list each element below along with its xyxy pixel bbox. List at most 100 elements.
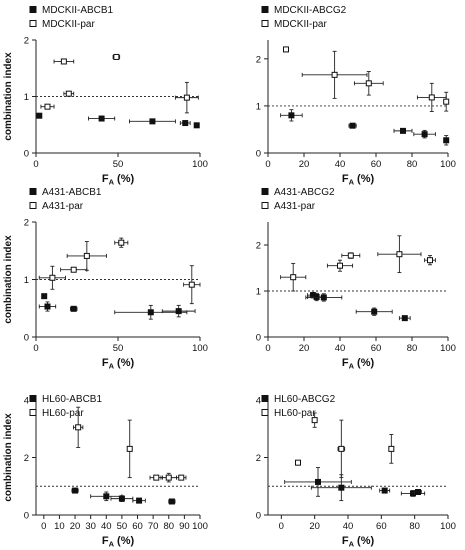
x-tick-label: 90 — [179, 521, 190, 532]
filled-marker — [147, 309, 154, 316]
x-tick-label: 20 — [309, 521, 320, 532]
data-point — [132, 497, 146, 504]
data-point — [71, 487, 79, 494]
data-point — [160, 472, 178, 483]
legend-label: MDCKII-par — [42, 19, 95, 30]
data-point — [60, 266, 88, 273]
y-tick-label: 0 — [256, 333, 261, 344]
x-tick-label: 0 — [279, 521, 284, 532]
data-point — [295, 459, 301, 466]
x-axis-label: FA (%) — [342, 173, 375, 187]
y-tick-label: 2 — [256, 241, 261, 252]
legend-marker — [261, 188, 269, 195]
data-point — [114, 304, 188, 320]
open-marker — [443, 98, 450, 105]
data-point — [129, 118, 176, 125]
x-tick-label: 40 — [101, 521, 112, 532]
x-tick-label: 100 — [440, 343, 456, 354]
data-point — [38, 265, 66, 290]
open-marker — [338, 445, 345, 452]
data-point — [69, 305, 78, 312]
x-tick-label: 30 — [85, 521, 96, 532]
y-tick-label: 1 — [24, 92, 29, 103]
x-tick-label: 20 — [299, 343, 310, 354]
x-tick-label: 60 — [132, 521, 143, 532]
open-marker — [153, 474, 160, 481]
open-marker — [365, 80, 372, 87]
x-tick-label: 50 — [113, 159, 124, 170]
legend-marker — [29, 202, 37, 209]
data-point — [168, 498, 176, 505]
data-point — [53, 58, 75, 65]
open-marker — [60, 58, 67, 65]
data-point — [414, 489, 422, 495]
x-tick-label: 80 — [407, 343, 418, 354]
y-tick-label: 0 — [256, 511, 261, 522]
y-tick-label: 1 — [256, 101, 261, 112]
data-point — [301, 50, 368, 99]
x-tick-label: 100 — [192, 159, 208, 170]
data-point — [305, 293, 343, 302]
legend-marker — [261, 6, 269, 13]
legend-label: HL60-par — [274, 408, 316, 419]
x-tick-label: 0 — [41, 521, 46, 532]
x-tick-label: 100 — [192, 343, 208, 354]
open-marker — [118, 239, 125, 246]
data-point — [38, 301, 57, 312]
data-point — [114, 237, 129, 248]
filled-marker — [320, 294, 327, 301]
data-point — [311, 412, 318, 428]
x-tick-label: 40 — [343, 521, 354, 532]
data-point — [161, 304, 196, 318]
open-marker — [337, 262, 343, 269]
x-tick-label: 80 — [407, 159, 418, 170]
y-tick-label: 4 — [24, 396, 29, 407]
legend-label: MDCKII-ABCG2 — [274, 5, 347, 16]
filled-marker — [288, 112, 295, 119]
data-point — [393, 127, 413, 134]
filled-marker — [415, 489, 421, 495]
open-marker — [311, 417, 318, 424]
legend-label: A431-par — [274, 201, 316, 212]
data-point — [176, 474, 187, 481]
x-tick-label: 50 — [113, 343, 124, 354]
filled-marker — [41, 293, 48, 300]
x-tick-label: 40 — [335, 159, 346, 170]
y-tick-label: 0 — [24, 333, 29, 344]
open-marker — [331, 71, 338, 78]
filled-marker — [44, 303, 51, 310]
y-tick-label: 0 — [256, 149, 261, 160]
open-marker — [70, 266, 77, 273]
x-axis-label: FA (%) — [342, 357, 375, 371]
open-marker — [83, 252, 90, 259]
legend-marker — [29, 20, 37, 27]
data-point — [443, 91, 450, 112]
open-marker — [113, 53, 120, 60]
data-point — [310, 474, 372, 502]
legend-label: HL60-ABCG2 — [274, 394, 336, 405]
data-point — [66, 241, 107, 271]
data-point — [193, 122, 200, 129]
filled-marker — [315, 478, 321, 485]
filled-marker — [175, 308, 182, 315]
y-axis-label: combination index — [3, 235, 14, 324]
legend-label: MDCKII-par — [274, 19, 327, 30]
filled-marker — [401, 315, 408, 322]
y-tick-label: 2 — [24, 453, 29, 464]
filled-marker — [168, 498, 175, 505]
filled-marker — [182, 120, 189, 127]
chart-panel-3: 0 1 2 0 50 100 FA (%) combination index A431-ABC… — [3, 187, 208, 371]
open-marker — [295, 459, 301, 466]
x-axis-label: FA (%) — [342, 535, 375, 549]
data-point — [88, 115, 116, 122]
data-point — [377, 235, 422, 274]
legend-marker — [29, 6, 37, 13]
data-point — [379, 487, 391, 494]
data-point — [443, 135, 450, 146]
filled-marker — [98, 115, 105, 122]
